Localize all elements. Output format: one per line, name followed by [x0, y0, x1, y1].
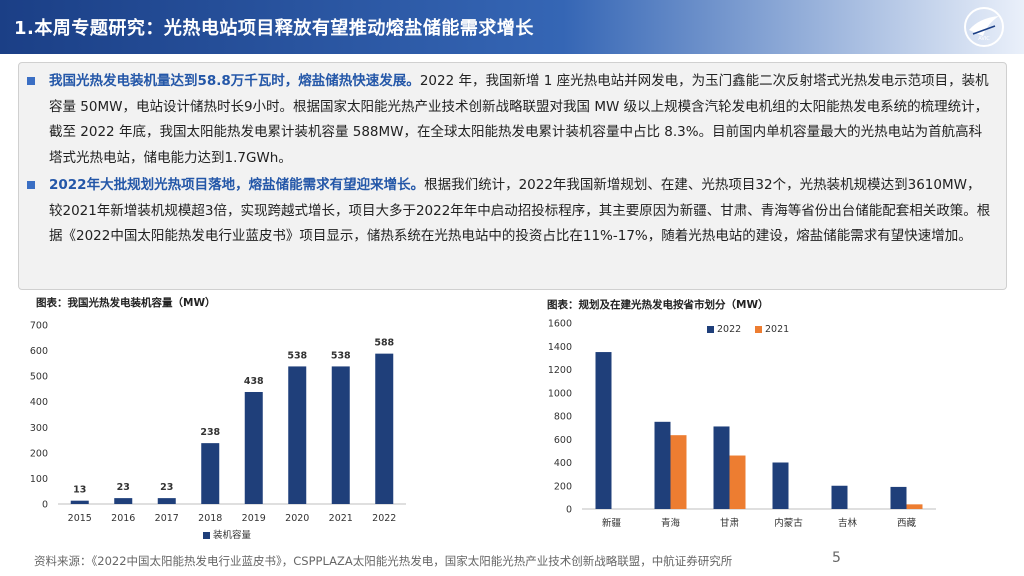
bar: [201, 443, 220, 504]
data-label: 23: [160, 482, 173, 493]
bar: [890, 486, 907, 509]
bar: [114, 498, 133, 504]
x-tick-label: 2020: [285, 513, 309, 524]
data-label: 13: [73, 485, 86, 496]
x-tick-label: 2019: [242, 513, 266, 524]
data-label: 588: [374, 338, 394, 349]
legend-label: 装机容量: [213, 529, 252, 541]
x-tick-label: 2022: [372, 513, 396, 524]
left-chart-title: 图表：我国光热发电装机容量（MW）: [36, 297, 216, 309]
legend-swatch: [707, 326, 714, 333]
y-tick-label: 500: [30, 372, 48, 383]
bar: [831, 485, 848, 509]
y-tick-label: 300: [30, 423, 48, 434]
paragraph-lead: 2022年大批规划光热项目落地，熔盐储能需求有望迎来增长。: [49, 177, 425, 193]
y-tick-label: 200: [554, 481, 572, 492]
x-tick-label: 甘肃: [720, 517, 739, 529]
bar: [654, 421, 671, 509]
x-tick-label: 青海: [661, 517, 681, 529]
company-logo: AVIC: [964, 7, 1004, 47]
paragraph-lead: 我国光热发电装机量达到58.8万千瓦时，熔盐储热快速发展。: [49, 73, 420, 89]
y-tick-label: 600: [554, 435, 572, 446]
paragraph-2: 2022年大批规划光热项目落地，熔盐储能需求有望迎来增长。根据我们统计，2022…: [27, 173, 992, 250]
legend-swatch: [203, 532, 210, 539]
square-bullet-icon: [27, 77, 35, 85]
y-tick-label: 800: [554, 412, 572, 423]
source-note: 资料来源：《2022中国太阳能热发电行业蓝皮书》，CSPPLAZA太阳能光热发电…: [34, 554, 733, 568]
y-tick-label: 600: [30, 346, 48, 357]
x-tick-label: 新疆: [602, 517, 622, 529]
paragraph-body: 根据我们统计，2022年我国新增规划、在建、光热项目32个，光热装机规模达到36…: [49, 177, 991, 244]
header-bar: 1.本周专题研究：光热电站项目释放有望推动熔盐储能需求增长 AVIC: [0, 0, 1024, 54]
bar: [157, 498, 176, 504]
bar: [288, 366, 307, 504]
legend-swatch: [755, 326, 762, 333]
y-tick-label: 1400: [548, 342, 572, 353]
x-tick-label: 西藏: [897, 517, 917, 529]
y-tick-label: 1600: [548, 319, 572, 330]
bar: [729, 455, 746, 509]
y-tick-label: 100: [30, 474, 48, 485]
summary-box: 我国光热发电装机量达到58.8万千瓦时，熔盐储热快速发展。2022 年，我国新增…: [18, 62, 1007, 290]
y-tick-label: 0: [566, 505, 572, 516]
capacity-bar-chart: 0 100 200 300 400 500 600 700 2015 13 2016 23 2017 23…: [30, 321, 406, 541]
x-tick-label: 2018: [198, 513, 222, 524]
bar: [772, 462, 789, 509]
y-tick-label: 1200: [548, 365, 572, 376]
bar: [595, 352, 612, 509]
y-tick-label: 0: [42, 500, 48, 511]
paragraph-body: 2022 年，我国新增 1 座光热电站并网发电，为玉门鑫能二次反射塔式光热发电示…: [49, 73, 989, 166]
x-tick-label: 内蒙古: [774, 517, 803, 529]
bar: [70, 500, 89, 504]
bar: [713, 426, 730, 509]
y-tick-label: 1000: [548, 388, 572, 399]
data-label: 23: [117, 482, 130, 493]
province-bar-chart: 0 200 400 600 800 1000 1200 1400 1600 新疆 青海 甘肃 内蒙古 吉林…: [548, 319, 936, 529]
y-tick-label: 200: [30, 448, 48, 459]
data-label: 538: [287, 350, 307, 361]
page-number: 5: [832, 550, 841, 566]
data-label: 538: [331, 350, 351, 361]
y-tick-label: 400: [554, 458, 572, 469]
svg-text:AVIC: AVIC: [978, 36, 990, 42]
legend-label: 2022: [717, 324, 741, 335]
bar: [375, 353, 394, 504]
data-label: 438: [244, 376, 264, 387]
y-tick-label: 700: [30, 321, 48, 332]
page-title: 1.本周专题研究：光热电站项目释放有望推动熔盐储能需求增长: [14, 18, 534, 39]
legend-label: 2021: [765, 324, 789, 335]
y-tick-label: 400: [30, 397, 48, 408]
bar: [906, 504, 923, 509]
square-bullet-icon: [27, 181, 35, 189]
x-tick-label: 2016: [111, 513, 135, 524]
x-tick-label: 2017: [155, 513, 179, 524]
right-chart-title: 图表：规划及在建光热发电按省市划分（MW）: [547, 299, 769, 311]
paragraph-1: 我国光热发电装机量达到58.8万千瓦时，熔盐储热快速发展。2022 年，我国新增…: [27, 69, 992, 171]
bar: [670, 435, 687, 509]
data-label: 238: [200, 427, 220, 438]
x-tick-label: 2015: [68, 513, 92, 524]
x-tick-label: 2021: [329, 513, 353, 524]
bar: [331, 366, 350, 504]
bar: [244, 391, 263, 504]
x-tick-label: 吉林: [838, 517, 858, 529]
